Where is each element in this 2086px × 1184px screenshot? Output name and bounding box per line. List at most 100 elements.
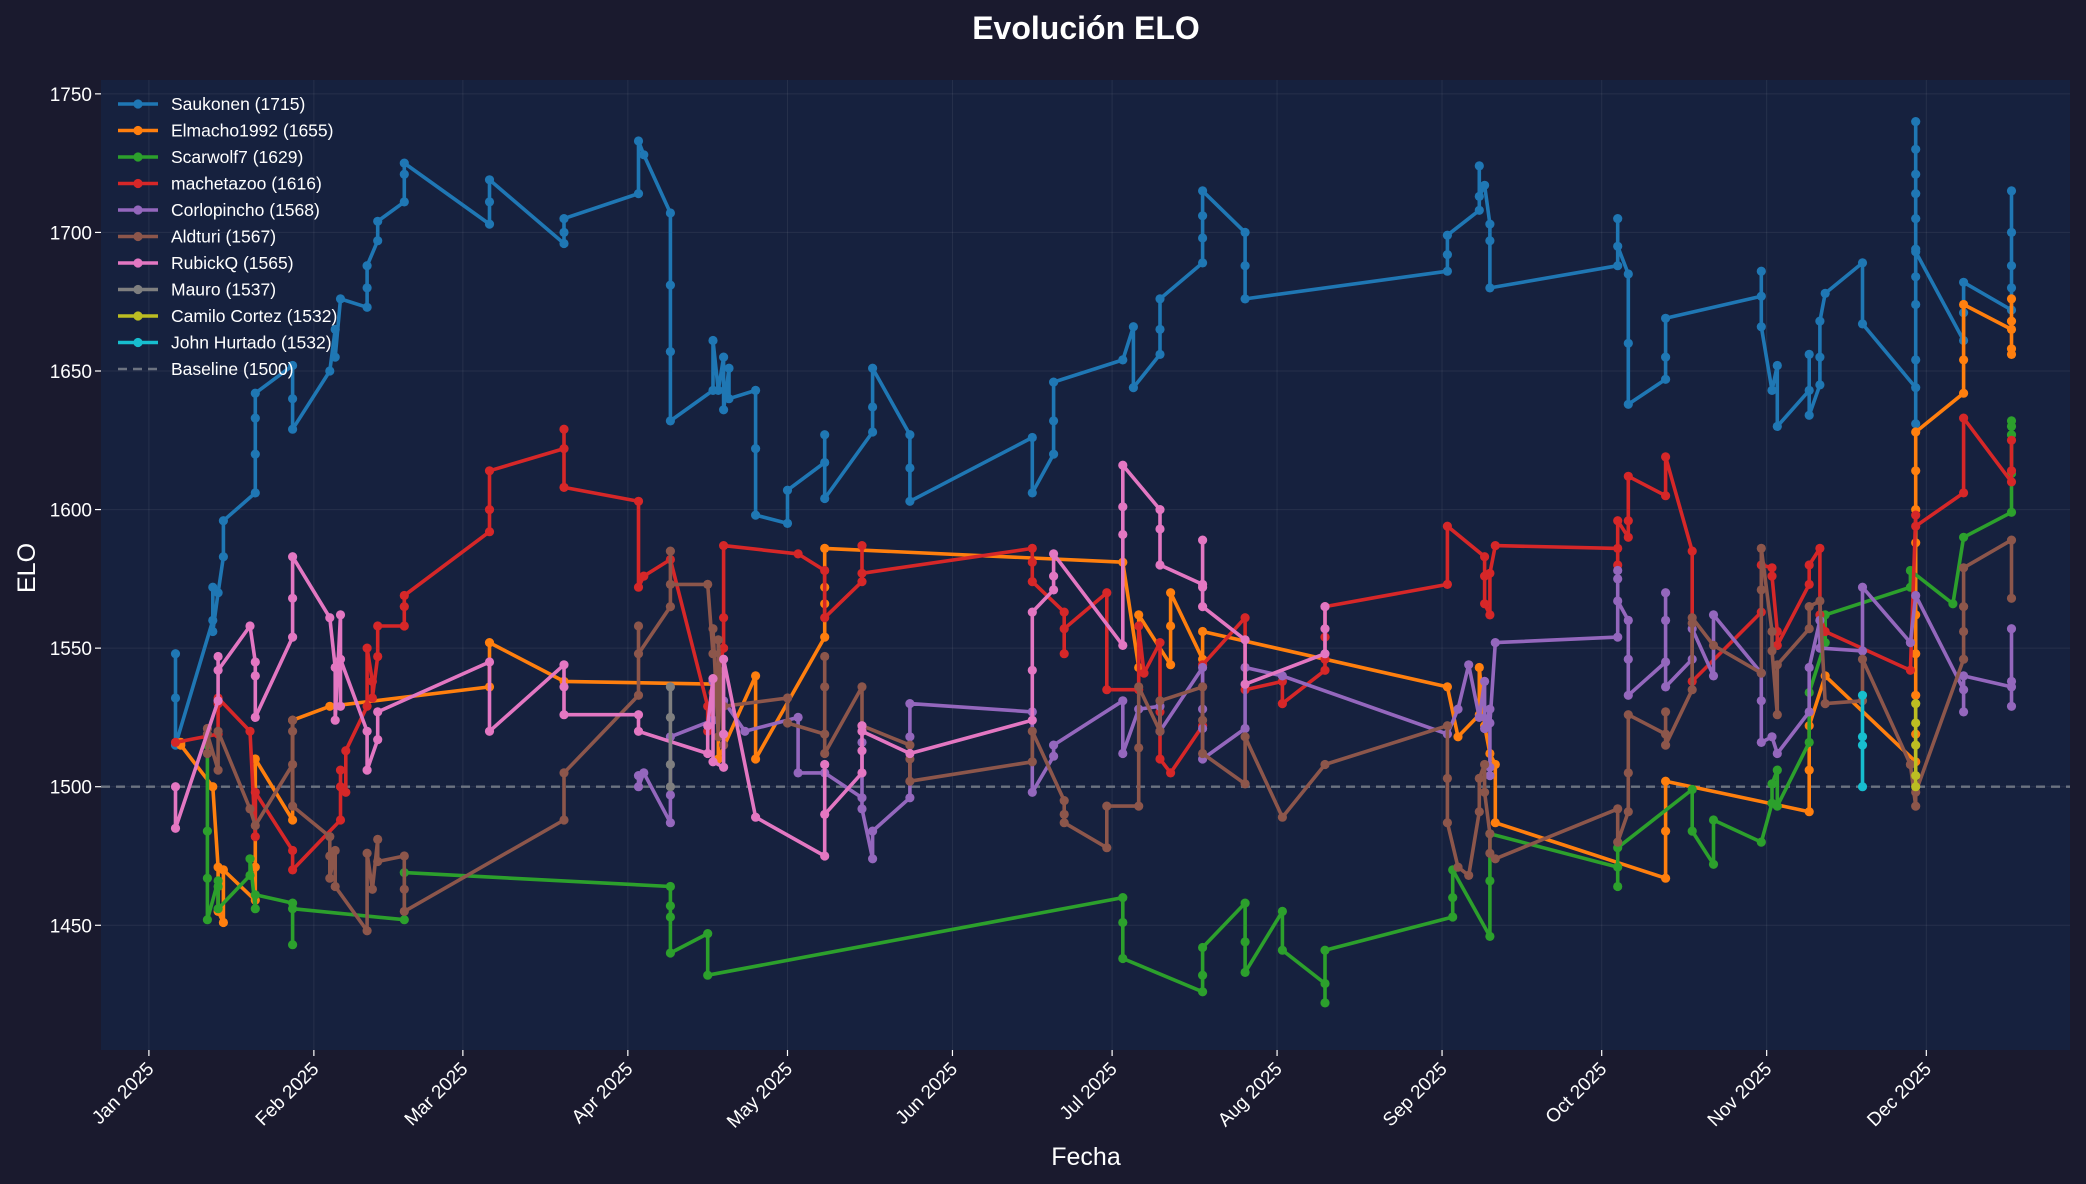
data-point	[1623, 615, 1633, 626]
data-point	[782, 485, 793, 495]
data-point	[335, 654, 346, 664]
data-point	[1911, 740, 1921, 750]
data-point	[1820, 288, 1830, 298]
data-point	[1474, 773, 1484, 784]
data-point	[1059, 624, 1069, 634]
data-point	[1767, 385, 1777, 395]
y-tick-label: 1450	[50, 916, 92, 937]
data-point	[1905, 759, 1915, 770]
data-point	[1453, 704, 1463, 714]
data-point	[373, 621, 383, 631]
data-point	[1198, 987, 1208, 997]
data-point	[1687, 613, 1697, 623]
data-point	[335, 815, 346, 825]
data-point	[1134, 610, 1144, 620]
data-point	[170, 649, 181, 659]
data-point	[1442, 521, 1452, 531]
data-point	[1480, 180, 1490, 190]
data-point	[250, 657, 260, 667]
legend-marker	[133, 311, 143, 321]
data-point	[1474, 161, 1484, 171]
data-point	[1027, 488, 1037, 498]
data-point	[1442, 721, 1452, 731]
legend-entry: Scarwolf7 (1629)	[118, 147, 303, 167]
data-point	[868, 427, 878, 437]
data-point	[1613, 632, 1623, 642]
data-point	[484, 505, 495, 515]
data-point	[857, 746, 867, 756]
data-point	[1905, 638, 1915, 648]
data-point	[1474, 712, 1484, 723]
data-point	[1767, 563, 1777, 573]
data-point	[1959, 532, 1969, 542]
data-point	[288, 360, 298, 371]
data-point	[1059, 796, 1069, 806]
data-point	[1708, 610, 1719, 620]
data-point	[1198, 682, 1208, 692]
data-point	[399, 851, 409, 861]
series-5	[202, 535, 2017, 936]
x-axis-label: Fecha	[1051, 1143, 1121, 1171]
data-point	[1240, 723, 1250, 734]
data-point	[330, 324, 340, 334]
data-point	[1708, 859, 1719, 869]
data-point	[335, 701, 346, 711]
data-point	[2006, 507, 2017, 517]
data-point	[1240, 679, 1250, 689]
grid-lines	[101, 80, 2070, 1050]
data-point	[708, 757, 718, 767]
data-point	[905, 748, 915, 759]
data-point	[218, 516, 228, 526]
data-point	[559, 214, 569, 224]
data-point	[1320, 624, 1330, 634]
data-point	[905, 430, 915, 440]
data-point	[1911, 144, 1921, 154]
data-point	[1118, 748, 1128, 759]
data-point	[1911, 699, 1921, 709]
data-point	[1772, 660, 1782, 670]
data-point	[1059, 818, 1069, 828]
data-point	[1772, 801, 1782, 811]
data-point	[362, 701, 372, 711]
legend-label: machetazoo (1616)	[171, 174, 322, 194]
data-point	[1613, 516, 1623, 526]
data-point	[719, 654, 729, 664]
data-point	[373, 735, 383, 745]
data-point	[1049, 751, 1059, 761]
data-point	[1102, 843, 1112, 853]
data-point	[1911, 189, 1921, 199]
data-point	[665, 602, 676, 612]
data-point	[1049, 449, 1059, 459]
data-point	[288, 904, 298, 914]
data-point	[1804, 707, 1814, 717]
data-point	[633, 726, 644, 736]
data-point	[325, 613, 335, 623]
data-point	[1118, 502, 1128, 512]
data-point	[1911, 649, 1921, 659]
data-point	[218, 552, 228, 562]
data-point	[665, 416, 676, 426]
data-point	[633, 690, 644, 700]
legend-entry: Saukonen (1715)	[118, 94, 305, 114]
data-point	[330, 881, 340, 892]
data-point	[1320, 998, 1330, 1008]
data-point	[1959, 654, 1969, 664]
data-point	[1485, 829, 1495, 839]
data-point	[1128, 383, 1138, 393]
legend-entry: Aldturi (1567)	[118, 227, 276, 247]
data-point	[213, 696, 223, 706]
data-point	[793, 549, 803, 559]
data-point	[1708, 640, 1719, 651]
data-point	[484, 638, 495, 648]
data-point	[1134, 682, 1144, 692]
data-point	[1049, 740, 1059, 750]
data-point	[399, 884, 409, 894]
data-point	[1490, 541, 1500, 551]
data-point	[719, 352, 729, 362]
data-point	[1240, 294, 1250, 304]
data-point	[639, 571, 649, 581]
data-point	[708, 649, 718, 659]
data-point	[1661, 826, 1671, 836]
data-point	[250, 787, 260, 797]
data-point	[1464, 870, 1474, 881]
